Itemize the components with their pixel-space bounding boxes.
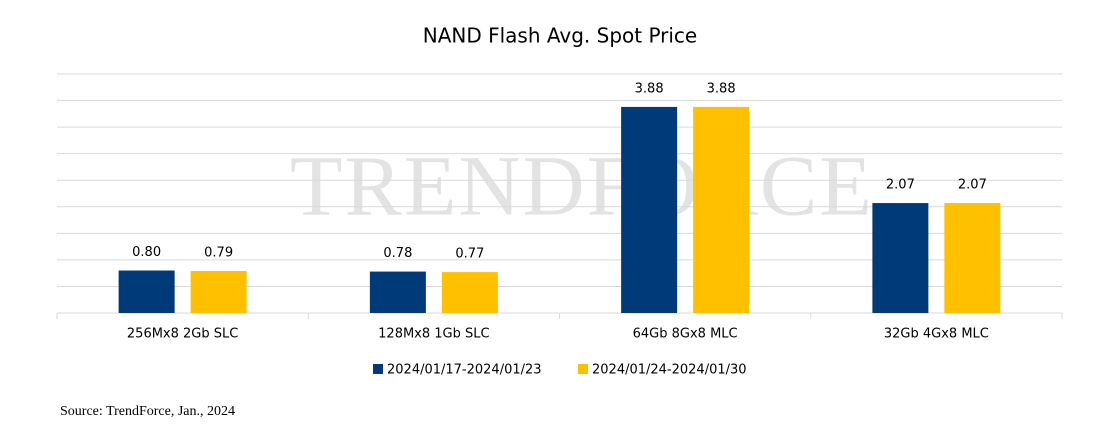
legend-label: 2024/01/17-2024/01/23 (387, 363, 542, 378)
legend-swatch (578, 364, 588, 374)
data-label: 0.79 (204, 246, 233, 261)
data-label: 2.07 (958, 178, 987, 193)
data-label: 3.88 (635, 81, 664, 96)
x-tick-label: 128Mx8 1Gb SLC (378, 327, 489, 342)
source-note: Source: TrendForce, Jan., 2024 (60, 404, 235, 419)
bar (441, 272, 498, 313)
chart-title: NAND Flash Avg. Spot Price (423, 24, 698, 48)
watermark: TRENDFORCE (290, 138, 874, 234)
data-label: 3.88 (707, 81, 736, 96)
bar (621, 106, 678, 313)
data-label: 0.80 (132, 245, 161, 260)
x-tick-label: 32Gb 4Gx8 MLC (884, 327, 989, 342)
legend-label: 2024/01/24-2024/01/30 (592, 363, 747, 378)
bar (190, 271, 247, 313)
data-label: 0.77 (455, 247, 484, 262)
data-label: 2.07 (886, 178, 915, 193)
x-tick-label: 256Mx8 2Gb SLC (127, 327, 238, 342)
data-label: 0.78 (383, 246, 412, 261)
bar (118, 270, 175, 313)
legend-swatch (373, 364, 383, 374)
bar (369, 271, 426, 313)
bar (872, 203, 929, 313)
x-tick-label: 64Gb 8Gx8 MLC (633, 327, 738, 342)
bar (693, 106, 750, 313)
bar (944, 203, 1001, 313)
